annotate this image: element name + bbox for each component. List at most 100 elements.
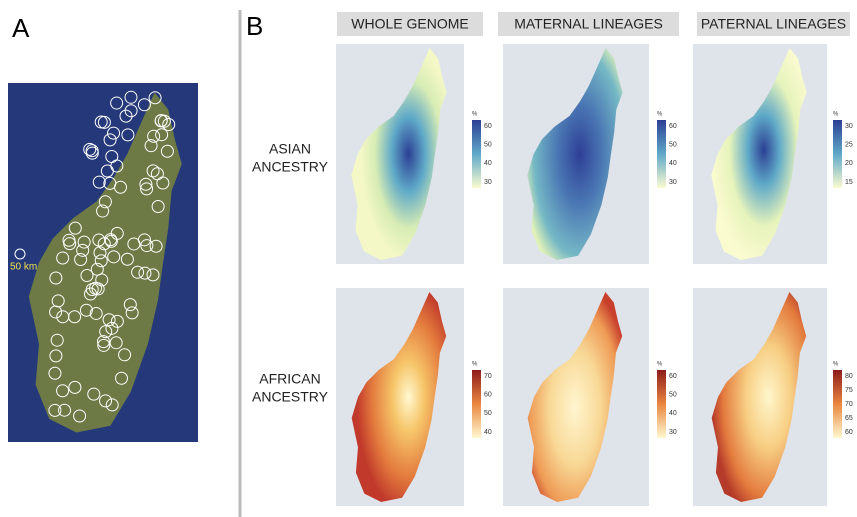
colorbar-tick-label: 40 (484, 160, 492, 167)
row-label: AFRICAN (259, 371, 320, 387)
colorbar-tick-label: 50 (484, 410, 492, 417)
sample-site (119, 109, 133, 123)
panel-label: A (12, 13, 30, 43)
sample-site (68, 221, 82, 235)
sample-site (94, 254, 108, 268)
sample-site (107, 126, 121, 140)
sample-site (97, 338, 111, 352)
sample-site (91, 282, 105, 296)
column-header: MATERNAL LINEAGES (514, 16, 663, 32)
sample-site (85, 144, 99, 158)
column-header-box (337, 12, 483, 36)
sample-site (98, 195, 112, 209)
colorbar-tick-label: 40 (669, 160, 677, 167)
colorbar-tick-label: 15 (845, 179, 853, 186)
sample-site (96, 335, 110, 349)
sample-site (110, 96, 124, 110)
sample-site (83, 142, 97, 156)
sample-site (68, 310, 82, 324)
sample-site (121, 128, 135, 142)
sample-site (48, 403, 62, 417)
sample-site (137, 98, 151, 112)
island-shape (711, 292, 807, 502)
sample-site (160, 144, 174, 158)
island-shape (711, 48, 807, 260)
scale-label: 50 km (10, 262, 37, 273)
sample-site (99, 394, 113, 408)
sample-site (107, 250, 121, 264)
sample-site (97, 115, 111, 129)
island-shape (351, 292, 447, 502)
sample-site (120, 252, 134, 266)
colorbar (833, 370, 842, 438)
colorbar-unit: % (833, 112, 839, 118)
sample-site (124, 90, 138, 104)
colorbar-tick-label: 30 (845, 123, 853, 130)
sample-site (156, 176, 170, 190)
colorbar-tick-label: 30 (669, 179, 677, 186)
colorbar (472, 120, 481, 188)
sample-site (131, 265, 145, 279)
sample-site (103, 176, 117, 190)
colorbar-unit: % (472, 362, 478, 368)
sample-site (105, 321, 119, 335)
sample-site (96, 204, 110, 218)
sample-site (139, 177, 153, 191)
row-label: ASIAN (269, 141, 311, 157)
colorbar (657, 120, 666, 188)
colorbar-tick-label: 20 (845, 160, 853, 167)
sample-site (149, 239, 163, 253)
sample-site (148, 91, 162, 105)
column-header-box (697, 12, 850, 36)
sample-site (74, 253, 88, 267)
colorbar-tick-label: 60 (845, 429, 853, 436)
colorbar-tick-label: 50 (484, 142, 492, 149)
colorbar-tick-label: 60 (669, 123, 677, 130)
colorbar-tick-label: 80 (845, 373, 853, 380)
sample-site (56, 384, 70, 398)
sample-site (123, 298, 137, 312)
row-label: ANCESTRY (252, 159, 329, 175)
sample-site (48, 366, 62, 380)
sample-site (90, 262, 104, 276)
colorbar-unit: % (833, 362, 839, 368)
colorbar-unit: % (657, 362, 663, 368)
sample-site (140, 182, 154, 196)
sample-site (100, 164, 114, 178)
sample-site (124, 104, 138, 118)
sample-site (109, 336, 123, 350)
sample-site (103, 133, 117, 147)
island (28, 90, 182, 433)
sample-site (56, 251, 70, 265)
sample-site (92, 233, 106, 247)
sample-site (79, 303, 93, 317)
sample-site (155, 128, 169, 142)
sample-site (102, 313, 116, 327)
sample-site (105, 149, 119, 163)
sample-site (68, 380, 82, 394)
sample-site (146, 164, 160, 178)
sample-site (50, 333, 64, 347)
colorbar (472, 370, 481, 438)
sample-site (87, 387, 101, 401)
colorbar-unit: % (657, 112, 663, 118)
scale-circle (14, 248, 26, 260)
island-shape (527, 48, 623, 260)
row-label: ANCESTRY (252, 389, 329, 405)
colorbar-tick-label: 65 (845, 415, 853, 422)
sample-site (125, 306, 139, 320)
sample-site (118, 348, 132, 362)
sample-site (115, 371, 129, 385)
sample-site (99, 325, 113, 339)
colorbar-tick-label: 25 (845, 142, 853, 149)
sample-site (162, 118, 176, 132)
island-shape (28, 92, 182, 433)
sample-site (105, 398, 119, 412)
sample-site (146, 268, 160, 282)
sample-site (89, 306, 103, 320)
sample-site (151, 199, 165, 213)
sample-site (76, 243, 90, 257)
island-shape (351, 48, 447, 260)
sample-site (77, 235, 91, 249)
